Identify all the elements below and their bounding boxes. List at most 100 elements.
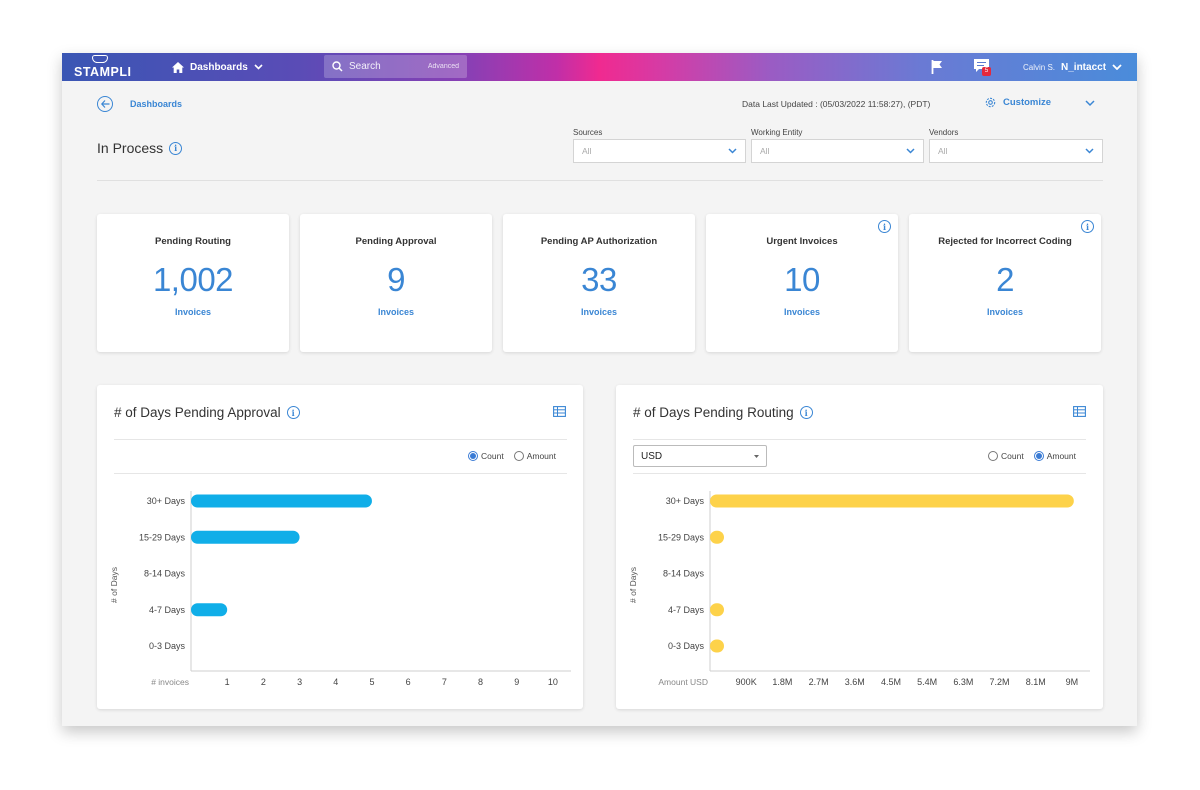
- kpi-card-pending-routing[interactable]: Pending Routing 1,002 Invoices: [97, 214, 289, 352]
- kpi-title: Pending AP Authorization: [540, 236, 658, 247]
- user-name: Calvin S.: [1023, 62, 1056, 72]
- search-input[interactable]: Search: [349, 61, 381, 72]
- select-value: USD: [641, 450, 663, 462]
- info-icon[interactable]: i: [799, 406, 813, 419]
- kpi-unit-link[interactable]: Invoices: [580, 307, 618, 317]
- table-view-icon[interactable]: [1073, 406, 1086, 417]
- info-icon[interactable]: i: [1081, 220, 1094, 233]
- app-window: STAMPLI Dashboards Search Advanced 5 Cal…: [62, 53, 1137, 726]
- user-menu[interactable]: Calvin S. N_intacct: [1023, 53, 1122, 81]
- message-count-badge: 5: [982, 67, 991, 76]
- x-tick-label: 8.1M: [1026, 677, 1046, 687]
- kpi-card-rejected-incorrect-coding[interactable]: i Rejected for Incorrect Coding 2 Invoic…: [909, 214, 1101, 352]
- stampli-logo[interactable]: STAMPLI: [74, 55, 131, 79]
- kpi-title: Urgent Invoices: [766, 236, 838, 247]
- kpi-unit-link[interactable]: Invoices: [783, 307, 821, 317]
- flag-icon[interactable]: [931, 60, 943, 74]
- y-axis-label: # of Days: [109, 567, 119, 603]
- amount-radio[interactable]: Amount: [1033, 451, 1076, 461]
- customize-label: Customize: [1003, 97, 1052, 108]
- y-tick-label: 30+ Days: [666, 496, 705, 506]
- dashboards-nav-menu[interactable]: Dashboards: [172, 53, 263, 81]
- kpi-unit-link[interactable]: Invoices: [377, 307, 415, 317]
- x-tick-label: 9: [514, 677, 519, 687]
- amount-radio[interactable]: Amount: [513, 451, 556, 461]
- caret-down-icon: [754, 454, 759, 458]
- filter-label: Vendors: [929, 128, 959, 137]
- select-value: All: [760, 146, 770, 156]
- panel-title-text: # of Days Pending Approval: [114, 405, 281, 420]
- select-value: All: [938, 146, 948, 156]
- customize-button[interactable]: Customize: [984, 96, 1051, 109]
- breadcrumb[interactable]: Dashboards: [130, 99, 183, 109]
- filter-label: Sources: [573, 128, 603, 137]
- messages-button[interactable]: 5: [974, 59, 991, 77]
- x-tick-label: 4.5M: [881, 677, 901, 687]
- y-tick-label: 0-3 Days: [149, 641, 186, 651]
- x-tick-label: 7.2M: [990, 677, 1010, 687]
- kpi-value: 1,002: [152, 261, 234, 298]
- y-tick-label: 30+ Days: [147, 496, 186, 506]
- radio-unselected-icon: [513, 451, 524, 461]
- kpi-unit-link[interactable]: Invoices: [174, 307, 212, 317]
- x-tick-label: 5.4M: [917, 677, 937, 687]
- x-axis-label: # invoices: [151, 677, 189, 687]
- info-icon[interactable]: i: [169, 141, 183, 155]
- chevron-down-icon: [1085, 148, 1094, 154]
- kpi-unit-link[interactable]: Invoices: [986, 307, 1024, 317]
- y-tick-label: 8-14 Days: [144, 569, 186, 579]
- x-tick-label: 8: [478, 677, 483, 687]
- kpi-title: Rejected for Incorrect Coding: [938, 236, 1072, 247]
- y-axis-label: # of Days: [628, 567, 638, 603]
- panel-title: # of Days Pending Routing i: [633, 405, 813, 420]
- kpi-card-pending-ap-authorization[interactable]: Pending AP Authorization 33 Invoices: [503, 214, 695, 352]
- kpi-value: 2: [996, 261, 1014, 298]
- days-pending-routing-chart: # of Days 30+ Days 15-29 Days 8-14 Days 4-7 …: [628, 491, 1090, 687]
- y-tick-label: 15-29 Days: [139, 532, 186, 542]
- sources-select[interactable]: All: [573, 139, 746, 163]
- x-tick-label: 3.6M: [845, 677, 865, 687]
- kpi-value: 33: [581, 261, 617, 298]
- home-icon: [172, 61, 184, 73]
- panel-divider: [114, 439, 567, 440]
- expand-chevron-icon[interactable]: [1085, 100, 1095, 107]
- kpi-card-pending-approval[interactable]: Pending Approval 9 Invoices: [300, 214, 492, 352]
- x-tick-label: 7: [442, 677, 447, 687]
- bar: [710, 603, 724, 617]
- info-icon[interactable]: i: [878, 220, 891, 233]
- bar: [191, 494, 372, 508]
- count-radio[interactable]: Count: [468, 451, 504, 461]
- working-entity-select[interactable]: All: [751, 139, 924, 163]
- metric-toggle: Count Amount: [988, 451, 1076, 461]
- radio-label: Count: [481, 451, 504, 461]
- back-button[interactable]: [97, 96, 113, 112]
- table-view-icon[interactable]: [553, 406, 566, 417]
- metric-toggle: Count Amount: [468, 451, 556, 461]
- kpi-title: Pending Routing: [155, 236, 231, 247]
- chart-panel-pending-routing: # of Days Pending Routing i USD Count Am…: [616, 385, 1103, 709]
- x-tick-label: 3: [297, 677, 302, 687]
- advanced-search-link[interactable]: Advanced: [427, 63, 459, 70]
- sources-filter: Sources All: [573, 128, 746, 163]
- top-navigation-bar: STAMPLI Dashboards Search Advanced 5 Cal…: [62, 53, 1137, 81]
- gear-icon: [985, 97, 996, 108]
- currency-select[interactable]: USD: [633, 445, 767, 467]
- page-title: In Process i: [97, 140, 183, 156]
- count-radio[interactable]: Count: [988, 451, 1024, 461]
- kpi-title: Pending Approval: [355, 236, 437, 247]
- page-title-text: In Process: [97, 140, 164, 156]
- info-icon[interactable]: i: [286, 406, 300, 419]
- kpi-card-urgent-invoices[interactable]: i Urgent Invoices 10 Invoices: [706, 214, 898, 352]
- x-tick-label: 5: [369, 677, 374, 687]
- filter-label: Working Entity: [751, 128, 803, 137]
- data-last-updated: Data Last Updated : (05/03/2022 11:58:27…: [742, 99, 931, 109]
- x-tick-label: 4: [333, 677, 338, 687]
- select-value: All: [582, 146, 592, 156]
- search-box[interactable]: Search Advanced: [324, 55, 467, 78]
- x-tick-label: 10: [548, 677, 558, 687]
- radio-unselected-icon: [988, 451, 998, 461]
- panel-divider: [114, 473, 567, 474]
- vendors-select[interactable]: All: [929, 139, 1103, 163]
- bar: [710, 639, 724, 653]
- chart-panel-pending-approval: # of Days Pending Approval i Count Amoun…: [97, 385, 583, 709]
